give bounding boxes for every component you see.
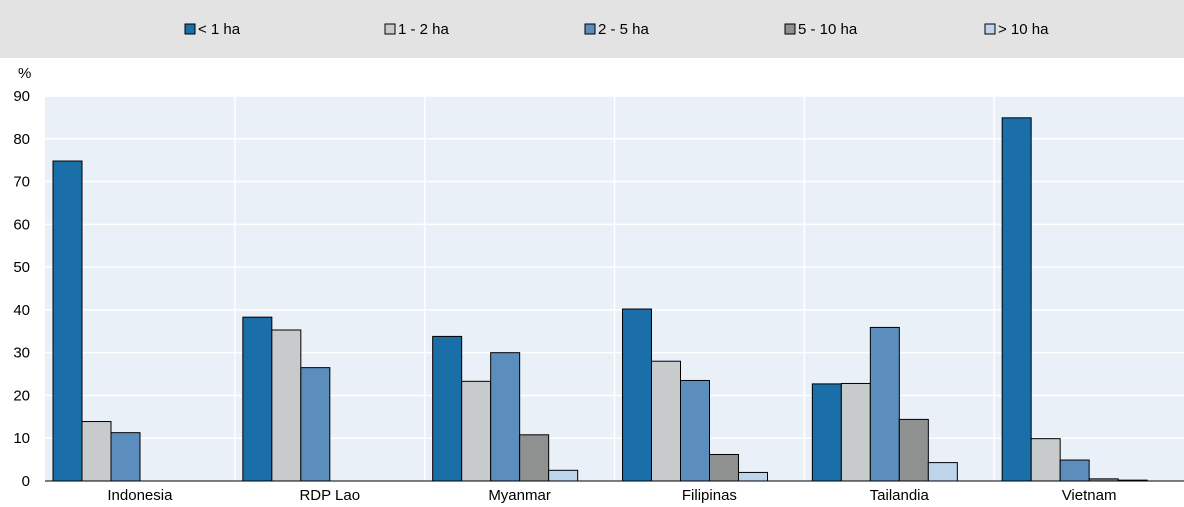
bar-filipinas-series-3: [710, 454, 739, 481]
y-tick-label: 70: [13, 174, 30, 191]
legend-swatch: [785, 24, 795, 34]
y-tick-label: 10: [13, 430, 30, 447]
bar-filipinas-series-2: [681, 380, 710, 481]
bar-myanmar-series-0: [433, 336, 462, 481]
x-tick-label: Tailandia: [870, 487, 930, 504]
legend-label: 1 - 2 ha: [398, 21, 450, 38]
x-axis-labels: Indonesia RDP Lao Myanmar Filipinas Tailandi…: [107, 487, 1116, 504]
x-tick-label: Myanmar: [488, 487, 551, 504]
bar-indonesia-series-2: [111, 433, 140, 481]
y-tick-label: 60: [13, 216, 30, 233]
bar-filipinas-series-1: [652, 361, 681, 481]
bar-tailandia-series-4: [928, 463, 957, 481]
y-tick-label: 20: [13, 387, 30, 404]
bar-filipinas-series-4: [739, 472, 768, 481]
y-axis-unit-label: %: [18, 65, 31, 82]
legend-swatch: [385, 24, 395, 34]
bar-myanmar-series-2: [491, 353, 520, 481]
bar-tailandia-series-1: [841, 383, 870, 481]
bar-indonesia-series-0: [53, 161, 82, 481]
bar-myanmar-series-1: [462, 381, 491, 481]
y-tick-label: 50: [13, 259, 30, 276]
y-tick-label: 80: [13, 131, 30, 148]
x-tick-label: Indonesia: [107, 487, 173, 504]
y-tick-label: 0: [22, 473, 30, 490]
legend-label: > 10 ha: [998, 21, 1049, 38]
bar-tailandia-series-2: [870, 327, 899, 481]
legend-swatch: [185, 24, 195, 34]
bar-rdp-lao-series-1: [272, 330, 301, 481]
bar-rdp-lao-series-2: [301, 368, 330, 481]
bar-tailandia-series-3: [899, 419, 928, 481]
bar-tailandia-series-0: [812, 384, 841, 481]
bar-filipinas-series-0: [623, 309, 652, 481]
bar-rdp-lao-series-0: [243, 317, 272, 481]
bar-myanmar-series-3: [520, 435, 549, 481]
bar-indonesia-series-1: [82, 422, 111, 481]
bar-myanmar-series-4: [549, 470, 578, 481]
bar-vietnam-series-1: [1031, 439, 1060, 481]
bar-vietnam-series-2: [1060, 460, 1089, 481]
legend-swatch: [585, 24, 595, 34]
legend-label: 5 - 10 ha: [798, 21, 858, 38]
legend-label: 2 - 5 ha: [598, 21, 650, 38]
legend-label: < 1 ha: [198, 21, 241, 38]
x-tick-label: Filipinas: [682, 487, 737, 504]
x-tick-label: Vietnam: [1062, 487, 1117, 504]
y-axis-ticks: 0 10 20 30 40 50 60 70 80 90: [13, 88, 30, 490]
y-tick-label: 30: [13, 345, 30, 362]
bar-vietnam-series-0: [1002, 118, 1031, 481]
legend-swatch: [985, 24, 995, 34]
x-tick-label: RDP Lao: [299, 487, 360, 504]
y-tick-label: 90: [13, 88, 30, 105]
y-tick-label: 40: [13, 302, 30, 319]
